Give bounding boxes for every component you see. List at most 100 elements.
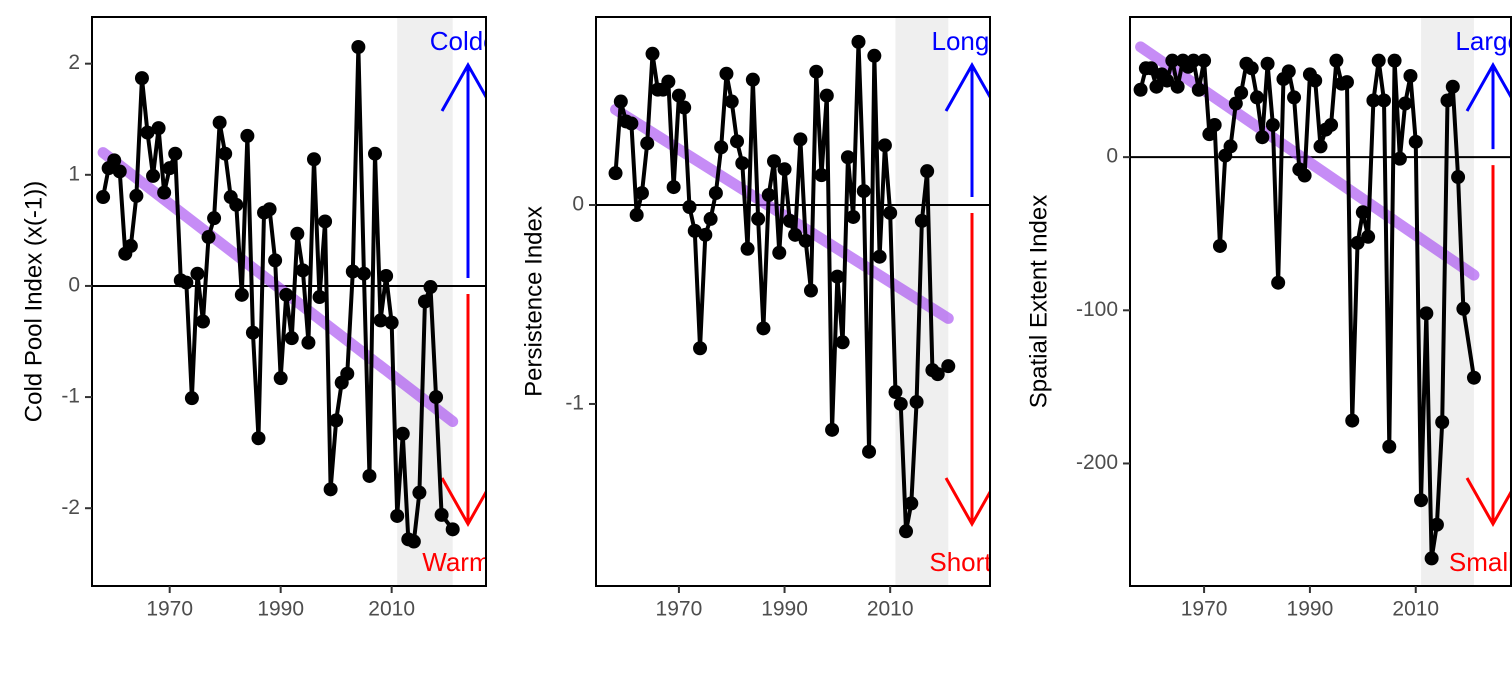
point bbox=[693, 341, 708, 356]
point bbox=[162, 161, 177, 176]
point bbox=[129, 188, 144, 203]
point bbox=[262, 202, 277, 217]
point bbox=[1170, 79, 1185, 94]
point bbox=[351, 40, 366, 55]
point bbox=[872, 249, 887, 264]
point bbox=[677, 100, 692, 115]
point bbox=[634, 186, 649, 201]
point bbox=[1165, 53, 1180, 68]
point bbox=[1160, 73, 1175, 88]
point bbox=[318, 214, 333, 229]
point bbox=[157, 185, 172, 200]
point bbox=[825, 422, 840, 437]
x-tick-label: 2010 bbox=[368, 598, 415, 621]
point bbox=[284, 331, 299, 346]
point bbox=[1445, 79, 1460, 94]
point bbox=[814, 168, 829, 183]
point bbox=[362, 468, 377, 483]
point bbox=[234, 287, 249, 302]
point bbox=[279, 287, 294, 302]
annotation-top: Longer bbox=[932, 26, 1013, 56]
point bbox=[273, 371, 288, 386]
point bbox=[1271, 275, 1286, 290]
point bbox=[112, 164, 127, 179]
point bbox=[373, 313, 388, 328]
y-axis-title: Persistence Index bbox=[520, 206, 547, 397]
point bbox=[179, 275, 194, 290]
point bbox=[229, 197, 244, 212]
panel-border bbox=[595, 16, 991, 587]
point bbox=[888, 385, 903, 400]
point bbox=[782, 213, 797, 228]
point bbox=[1366, 93, 1381, 108]
point bbox=[1197, 53, 1212, 68]
point bbox=[1308, 73, 1323, 88]
point bbox=[1392, 151, 1407, 166]
point bbox=[1324, 117, 1339, 132]
point bbox=[395, 426, 410, 441]
point bbox=[1281, 64, 1296, 79]
point bbox=[851, 34, 866, 49]
point bbox=[1329, 53, 1344, 68]
point bbox=[140, 125, 155, 140]
point bbox=[1149, 79, 1164, 94]
point bbox=[190, 266, 205, 281]
point bbox=[345, 264, 360, 279]
point bbox=[877, 138, 892, 153]
point bbox=[708, 186, 723, 201]
point bbox=[1387, 53, 1402, 68]
point bbox=[1133, 82, 1148, 97]
point bbox=[909, 394, 924, 409]
y-tick-label: 0 bbox=[1106, 145, 1118, 168]
point bbox=[798, 233, 813, 248]
panel: Longer Shorter -1 0 1970 1990 2010 Persistence … bbox=[520, 16, 1013, 621]
point bbox=[1339, 75, 1354, 90]
point bbox=[390, 508, 405, 523]
point bbox=[406, 534, 421, 549]
point bbox=[295, 263, 310, 278]
point bbox=[1451, 170, 1466, 185]
point bbox=[290, 226, 305, 241]
point bbox=[624, 116, 639, 131]
point bbox=[914, 213, 929, 228]
point bbox=[645, 46, 660, 61]
point bbox=[772, 245, 787, 260]
panel-border bbox=[1129, 16, 1512, 587]
y-tick-label: -1 bbox=[61, 385, 80, 408]
point bbox=[698, 227, 713, 242]
point bbox=[803, 283, 818, 298]
point bbox=[429, 390, 444, 405]
plot-area: Longer Shorter bbox=[596, 17, 1013, 586]
point bbox=[941, 359, 956, 374]
point bbox=[1355, 205, 1370, 220]
point bbox=[1408, 134, 1423, 149]
point bbox=[1429, 517, 1444, 532]
point bbox=[899, 524, 914, 539]
point bbox=[846, 209, 861, 224]
point bbox=[840, 150, 855, 165]
point bbox=[740, 241, 755, 256]
point bbox=[412, 485, 427, 500]
panel: Larger Smaller -200 -100 0 1970 1990 2010 Spatia… bbox=[1025, 16, 1512, 621]
point bbox=[745, 72, 760, 87]
x-tick-label: 2010 bbox=[867, 598, 914, 621]
point bbox=[761, 188, 776, 203]
point bbox=[368, 146, 383, 161]
point bbox=[904, 496, 919, 511]
y-axis-title: Cold Pool Index (x(-1)) bbox=[20, 181, 47, 422]
point bbox=[777, 162, 792, 177]
point bbox=[1419, 306, 1434, 321]
point bbox=[1260, 56, 1275, 71]
y-tick-label: -1 bbox=[565, 392, 584, 415]
point bbox=[661, 74, 676, 89]
point bbox=[809, 64, 824, 79]
point bbox=[1244, 61, 1259, 76]
point bbox=[883, 205, 898, 220]
point bbox=[379, 268, 394, 283]
point bbox=[862, 444, 877, 459]
annotation-top: Larger bbox=[1455, 26, 1512, 56]
point bbox=[168, 146, 183, 161]
point bbox=[793, 132, 808, 147]
y-tick-label: 0 bbox=[68, 273, 80, 296]
